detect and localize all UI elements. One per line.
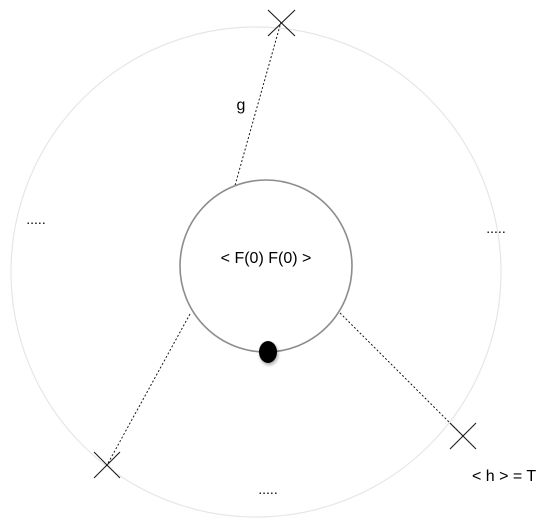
- propagator-line-right: [339, 312, 464, 437]
- ellipsis-left: .....: [26, 211, 45, 227]
- ellipsis-right: .....: [486, 220, 505, 236]
- propagator-line-top: [233, 21, 282, 190]
- cross-marker-top: [267, 9, 296, 37]
- vertex-dot: [259, 341, 277, 363]
- center-label: < F(0) F(0) >: [221, 250, 312, 267]
- outer-boundary-circle: [10, 26, 502, 518]
- boundary-condition-label: < h > = T: [472, 468, 536, 485]
- line-label-g: g: [237, 97, 246, 114]
- cross-marker-left: [93, 451, 121, 479]
- cross-marker-right: [449, 422, 477, 450]
- propagator-line-left: [106, 313, 191, 466]
- ellipsis-bottom: .....: [258, 481, 277, 497]
